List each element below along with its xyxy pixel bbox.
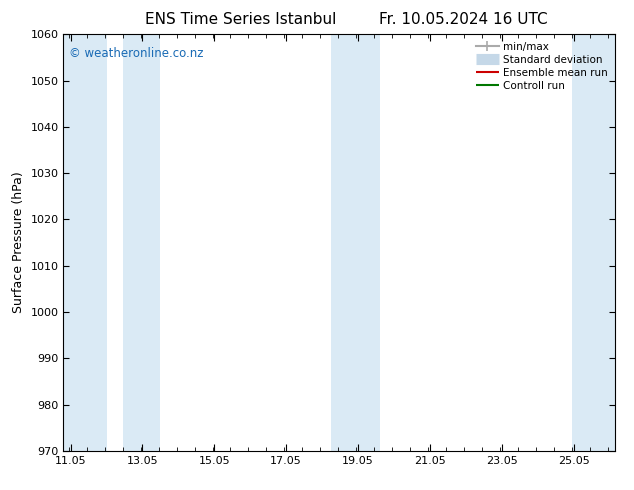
Bar [123, 34, 160, 451]
Bar [63, 34, 107, 451]
Bar [331, 34, 380, 451]
Bar [572, 34, 615, 451]
Text: Fr. 10.05.2024 16 UTC: Fr. 10.05.2024 16 UTC [378, 12, 547, 27]
Y-axis label: Surface Pressure (hPa): Surface Pressure (hPa) [12, 172, 25, 314]
Text: ENS Time Series Istanbul: ENS Time Series Istanbul [145, 12, 337, 27]
Legend: min/max, Standard deviation, Ensemble mean run, Controll run: min/max, Standard deviation, Ensemble me… [474, 40, 610, 93]
Text: © weatheronline.co.nz: © weatheronline.co.nz [69, 47, 204, 60]
